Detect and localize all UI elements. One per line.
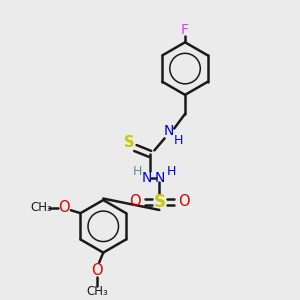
Text: O: O bbox=[129, 194, 141, 209]
Text: H: H bbox=[133, 166, 142, 178]
Text: S: S bbox=[153, 193, 165, 211]
Text: F: F bbox=[181, 23, 189, 37]
Text: N: N bbox=[141, 171, 152, 185]
Text: N: N bbox=[164, 124, 174, 138]
Text: O: O bbox=[178, 194, 190, 209]
Text: N: N bbox=[154, 171, 164, 185]
Text: CH₃: CH₃ bbox=[86, 285, 108, 298]
Text: O: O bbox=[58, 200, 70, 215]
Text: H: H bbox=[166, 166, 176, 178]
Text: H: H bbox=[174, 134, 183, 147]
Text: O: O bbox=[91, 263, 103, 278]
Text: CH₃: CH₃ bbox=[31, 201, 52, 214]
Text: S: S bbox=[124, 135, 134, 150]
